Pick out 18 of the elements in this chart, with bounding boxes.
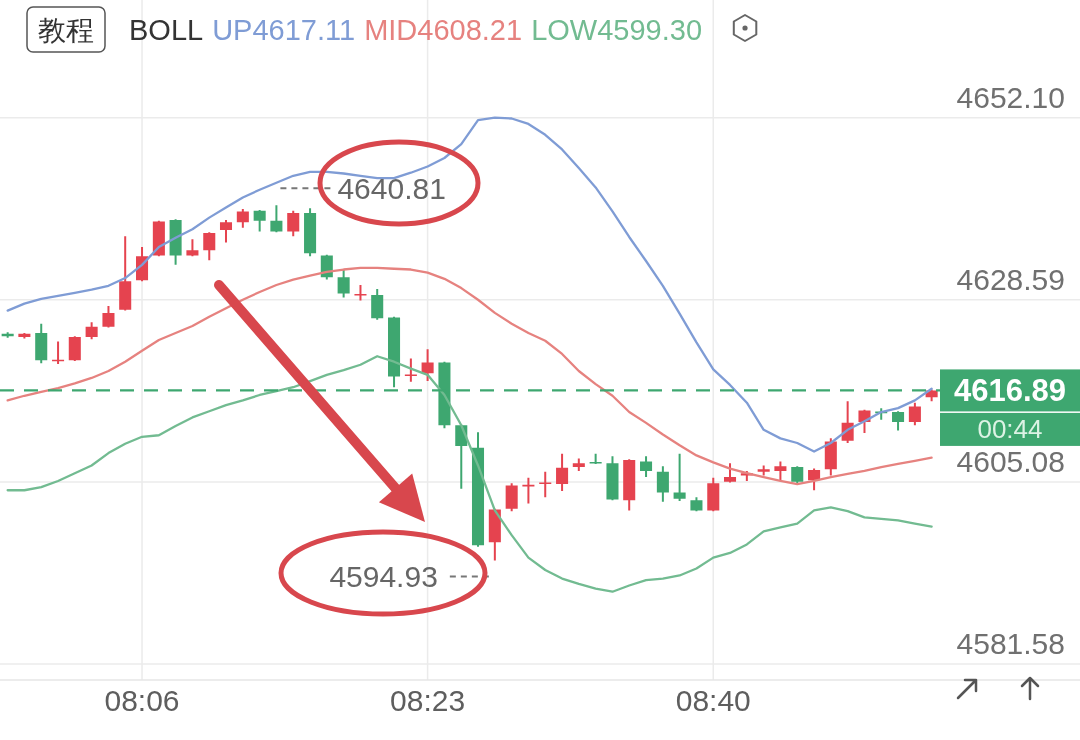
extreme-note: 4594.93 <box>329 560 490 594</box>
ref-line-label: 4616.89 <box>953 373 1067 409</box>
x-tick-label: 08:23 <box>390 684 466 717</box>
y-tick-label: 4581.58 <box>956 626 1065 660</box>
x-tick-label: 08:06 <box>104 684 180 717</box>
y-tick-label: 4628.59 <box>956 262 1065 296</box>
annotation: 4594.93 <box>329 560 438 594</box>
x-tick-label: 08:40 <box>675 684 751 717</box>
y-tick-label: 4652.10 <box>956 80 1065 114</box>
ref-label: 4616.89 <box>940 369 1080 412</box>
y-tick-label: 4605.08 <box>956 444 1065 478</box>
annotation: 教程 <box>38 15 94 46</box>
button: 教程 <box>26 6 106 53</box>
annotation: 4640.81 <box>337 172 446 206</box>
legend: BOLL UP4617.11 MID4608.21 LOW4599.30 <box>129 14 703 46</box>
ref-sublabel: 00:44 <box>940 412 1080 446</box>
annotation: 00:44 <box>977 414 1043 445</box>
extreme-note: 4640.81 <box>279 172 446 206</box>
